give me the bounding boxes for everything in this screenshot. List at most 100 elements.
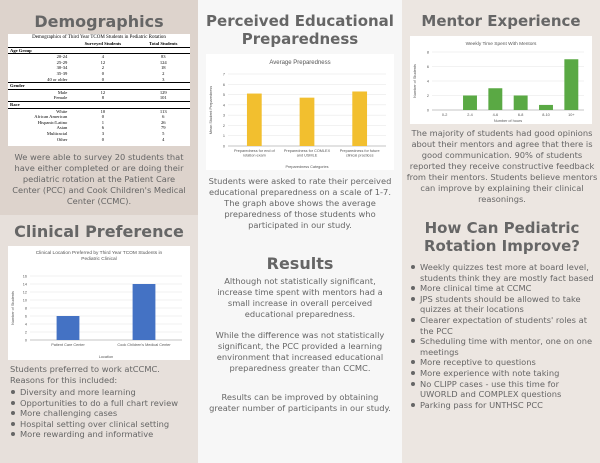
- results-paragraph-1: Although not statistically significant, …: [217, 276, 383, 319]
- y-tick-label: 14: [23, 283, 27, 287]
- table-row: African American 0 6: [8, 114, 190, 120]
- y-tick-label: 6: [223, 83, 225, 87]
- clinical-reasons-list: Diversity and more learning Opportunities…: [10, 387, 195, 440]
- table-header-row: Surveyed Students Total Students: [8, 41, 190, 48]
- table-row: Multiracial 3 5: [8, 131, 190, 137]
- chart-title: Clinical Location Preferred by Third Yea…: [36, 250, 163, 256]
- table-cell: 4: [162, 136, 165, 142]
- table-group-label: Race: [8, 100, 190, 109]
- list-item: More experience with note taking: [410, 368, 598, 379]
- table-group-label: Age Group: [8, 46, 190, 55]
- list-item: No CLIPP cases - use this time for UWORL…: [410, 379, 598, 400]
- table-cell: Asian: [56, 125, 68, 131]
- demographics-title: Demographics: [34, 12, 164, 31]
- y-tick-label: 7: [223, 73, 225, 77]
- table-cell: Other: [56, 136, 68, 142]
- table-row: Other 0 4: [8, 137, 190, 143]
- list-item: Hospital setting over clinical setting: [10, 419, 195, 430]
- mentor-text: The majority of students had good opinio…: [406, 128, 598, 204]
- x-tick-label: 10+: [568, 113, 575, 117]
- y-tick-label: 10: [23, 299, 27, 303]
- average-preparedness-chart: Average Preparedness 0 1 2 3 4 5 6 7 Preparedness…: [209, 60, 386, 169]
- x-tick-label: 0-2: [442, 113, 448, 117]
- y-axis-label: Number of Students: [11, 291, 15, 325]
- table-cell: 3: [162, 76, 165, 82]
- table-cell: 6: [101, 125, 105, 131]
- results-paragraph-2: While the difference was not statistical…: [215, 330, 385, 373]
- y-tick-label: 4: [223, 103, 225, 107]
- table-header-cell: Surveyed Students: [69, 41, 137, 48]
- results-paragraph-3: Results can be improved by obtaining gre…: [209, 392, 391, 413]
- mentor-time-chart: Weekly Time Spent With Mentors 0 2 4 6 8 0-2 2-…: [413, 41, 584, 123]
- demographics-table-box: Demographics of Third Year TCOM Students…: [8, 34, 190, 146]
- x-tick-label: and USMLE: [297, 154, 318, 158]
- table-cell: 3: [101, 130, 105, 136]
- bar: [246, 93, 262, 146]
- table-cell: 0: [101, 136, 105, 142]
- middle-column: Perceived Educational Preparedness Avera…: [198, 0, 402, 463]
- table-row: 40 or older 0 3: [8, 77, 190, 83]
- table-cell: 5: [162, 130, 165, 136]
- preparedness-chart-box: Average Preparedness 0 1 2 3 4 5 6 7 Preparedness…: [206, 54, 394, 170]
- y-tick-label: 5: [223, 93, 225, 97]
- table-cell: 18: [160, 65, 166, 71]
- table-cell: 26: [160, 119, 166, 125]
- table-cell: 40 or older: [47, 76, 68, 82]
- table-cell: 30-34: [56, 65, 68, 71]
- bar: [299, 97, 315, 146]
- y-tick-label: 4: [427, 80, 429, 84]
- table-row: Male 12 129: [8, 89, 190, 95]
- list-item: Opportunities to do a full chart review: [10, 398, 195, 409]
- table-cell: 113: [159, 108, 167, 114]
- x-tick-label: 6-8: [518, 113, 524, 117]
- bar: [513, 95, 528, 110]
- table-cell: Multiracial: [46, 130, 68, 136]
- x-tick-label: 4-6: [493, 113, 499, 117]
- list-item: Weekly quizzes test more at board level,…: [410, 262, 598, 283]
- bar: [564, 59, 579, 110]
- y-tick-label: 8: [25, 307, 27, 311]
- table-row: Asian 6 79: [8, 125, 190, 131]
- table-cell: 129: [159, 89, 167, 95]
- y-tick-label: 6: [25, 315, 27, 319]
- x-tick-label: rotation exam: [243, 154, 266, 158]
- table-cell: 8: [101, 95, 105, 101]
- bar: [352, 91, 368, 146]
- list-item: Clearer expectation of students' roles a…: [410, 315, 598, 336]
- table-row: 30-34 2 18: [8, 65, 190, 71]
- table-header-cell: Total Students: [136, 41, 190, 48]
- x-tick-label: clinical practices: [346, 154, 374, 158]
- clinical-chart-box: Clinical Location Preferred by Third Yea…: [8, 246, 190, 360]
- x-tick-label: Cook Children's Medical Center: [117, 343, 171, 347]
- y-tick-label: 0: [223, 145, 225, 149]
- y-tick-label: 8: [427, 51, 429, 55]
- list-item: More receptive to questions: [410, 357, 598, 368]
- table-cell: Hispanic/Latino: [37, 119, 68, 125]
- table-cell: 10: [100, 108, 106, 114]
- table-cell: 79: [160, 125, 166, 131]
- table-cell: 4: [101, 54, 105, 60]
- table-cell: 0: [101, 76, 105, 82]
- table-cell: 35-39: [56, 70, 68, 76]
- y-axis-label: Number of Students: [413, 64, 417, 98]
- table-cell: 0: [101, 114, 105, 120]
- y-tick-label: 0: [25, 339, 27, 343]
- table-cell: White: [56, 108, 68, 114]
- table-cell: 0: [101, 70, 105, 76]
- table-cell: 83: [160, 54, 166, 60]
- table-row: 20-24 4 83: [8, 54, 190, 60]
- x-tick-label: Preparedness for COMLEX: [284, 149, 331, 153]
- x-axis-label: Location: [99, 355, 113, 359]
- list-item: More clinical time at CCMC: [410, 283, 598, 294]
- mentor-chart-box: Weekly Time Spent With Mentors 0 2 4 6 8 0-2 2-…: [410, 36, 592, 124]
- y-tick-label: 3: [223, 114, 225, 118]
- list-item: Diversity and more learning: [10, 387, 195, 398]
- y-tick-label: 12: [23, 291, 27, 295]
- table-group-row: Gender: [8, 82, 190, 90]
- table-cell: 12: [100, 89, 106, 95]
- table-cell: 101: [159, 95, 167, 101]
- improvement-list: Weekly quizzes test more at board level,…: [410, 262, 598, 410]
- table-header-cell: [8, 41, 70, 48]
- bar: [488, 88, 503, 110]
- table-cell: Male: [57, 89, 68, 95]
